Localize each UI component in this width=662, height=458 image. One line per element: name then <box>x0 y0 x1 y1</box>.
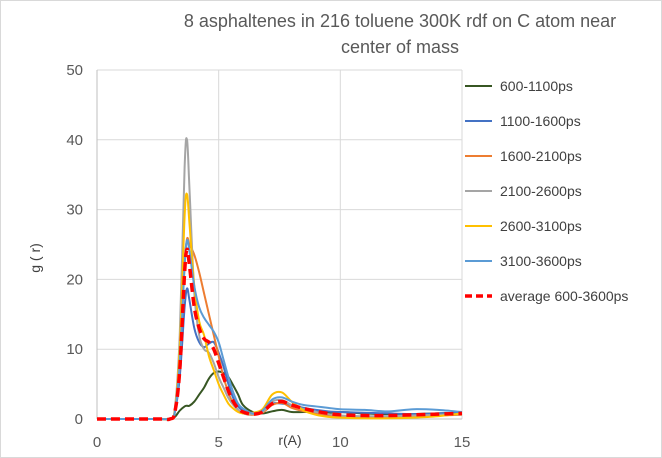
x-tick-label: 10 <box>332 434 349 451</box>
chart-title-line-1: 8 asphaltenes in 216 toluene 300K rdf on… <box>184 11 616 31</box>
legend-label: 2600-3100ps <box>500 218 582 234</box>
x-tick-label: 0 <box>93 434 101 451</box>
legend-label: average 600-3600ps <box>500 288 628 304</box>
y-tick-label: 20 <box>66 271 83 288</box>
series-line-600-1100ps <box>97 370 463 421</box>
y-tick-label: 0 <box>75 411 83 428</box>
x-tick-label: 5 <box>214 434 222 451</box>
series-line-1100-1600ps <box>97 287 463 421</box>
y-tick-label: 50 <box>66 62 83 79</box>
legend-label: 1100-1600ps <box>500 113 581 129</box>
legend-label: 1600-2100ps <box>500 148 582 164</box>
legend-label: 2100-2600ps <box>500 183 582 199</box>
x-tick-label: 15 <box>454 434 471 451</box>
series-line-average-600-3600ps <box>97 247 463 422</box>
series-line-2600-3100ps <box>97 192 463 421</box>
y-tick-label: 40 <box>66 132 83 149</box>
legend-label: 3100-3600ps <box>500 253 582 269</box>
y-tick-label: 10 <box>66 341 83 358</box>
series-line-3100-3600ps <box>97 238 463 421</box>
chart-title-line-2: center of mass <box>341 37 459 57</box>
legend-label: 600-1100ps <box>500 78 573 94</box>
y-axis-label: g ( r) <box>27 243 43 273</box>
y-tick-label: 30 <box>66 202 83 219</box>
x-axis-label: r(A) <box>278 432 301 448</box>
